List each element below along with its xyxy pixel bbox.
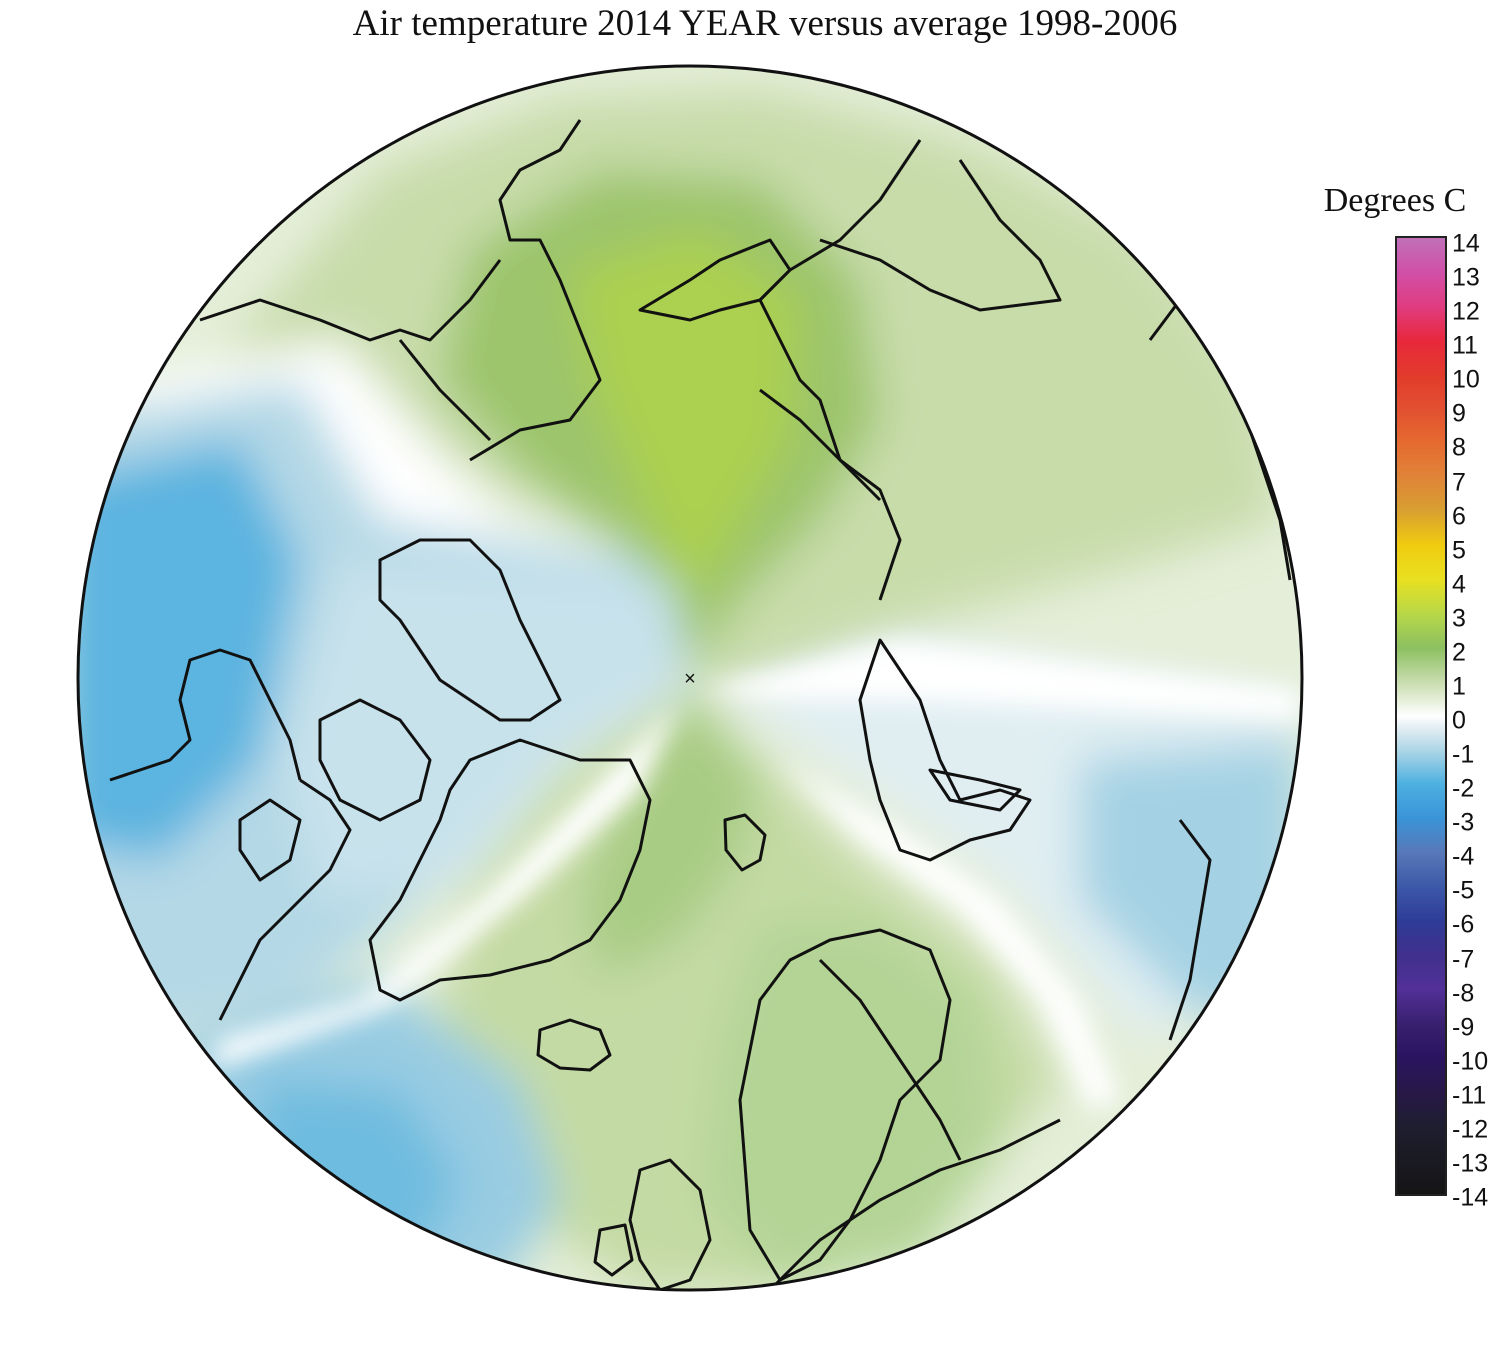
- legend-tick-label: 12: [1452, 297, 1480, 326]
- coast-ireland: [593, 1223, 634, 1277]
- warm-region-greenland-sea: [580, 690, 760, 980]
- legend-tick-label: 13: [1452, 263, 1480, 292]
- border-alaska-canada: [398, 339, 492, 442]
- legend-tick-label: -10: [1452, 1047, 1489, 1076]
- legend-tick-label: -9: [1452, 1013, 1475, 1042]
- legend-tick-label: 4: [1452, 570, 1466, 599]
- cool-core-alaska: [78, 440, 300, 860]
- coast-scandinavia: [738, 928, 952, 1282]
- legend-tick-label: -12: [1452, 1115, 1489, 1144]
- warm-core-siberia: [570, 230, 800, 600]
- legend-tick-label: -2: [1452, 774, 1475, 803]
- legend-tick-label: 14: [1452, 229, 1480, 258]
- legend-tick-label: -1: [1452, 740, 1475, 769]
- cool-region-canada-archipelago: [280, 560, 690, 900]
- legend-tick-label: -6: [1452, 910, 1475, 939]
- coast-british-isles: [628, 1158, 712, 1290]
- page-title: Air temperature 2014 YEAR versus average…: [352, 3, 1178, 44]
- coast-canada-mainland: [218, 778, 352, 1021]
- zero-band-atlantic: [210, 700, 680, 1070]
- coast-svalbard: [723, 813, 767, 872]
- legend-tick-label: -11: [1452, 1081, 1487, 1110]
- legend-tick-label: -4: [1452, 842, 1475, 871]
- legend-tick-label: 10: [1452, 365, 1480, 394]
- zero-band-eurasia: [700, 640, 1300, 720]
- legend-tick-label: 6: [1452, 502, 1466, 531]
- legend-tick-label: 9: [1452, 399, 1466, 428]
- legend-tick-label: 11: [1452, 331, 1478, 360]
- temperature-anomaly-field: [78, 66, 1302, 1290]
- zero-band-ural: [780, 760, 1120, 1110]
- border-russia-china: [759, 388, 882, 502]
- coast-siberia: [758, 139, 922, 601]
- coast-russia-arctic: [858, 638, 1032, 862]
- coast-canadian-archipelago: [378, 538, 562, 722]
- coast-europe-mainland: [768, 1118, 1061, 1290]
- coast-alaska: [109, 648, 302, 782]
- coast-east-asia: [819, 159, 1062, 312]
- coast-baffin-island: [318, 698, 432, 822]
- coast-east-siberia: [469, 119, 602, 462]
- coast-taymyr: [638, 238, 792, 322]
- coast-caspian: [1168, 819, 1212, 1041]
- legend-tick-label: -8: [1452, 979, 1475, 1008]
- legend-tick-label: 5: [1452, 536, 1466, 565]
- legend-ticks: 14 13 12 11 10 9 8 7 6 5 4 3 2 1 0 -1 -2 -3 -4 -5 -6 -7 -8 -9 -1…: [1452, 0, 1500, 1360]
- legend-tick-label: -5: [1452, 876, 1475, 905]
- border-russia-europe: [818, 958, 962, 1161]
- legend-tick-label: 1: [1452, 672, 1466, 701]
- legend-tick-label: 0: [1452, 706, 1466, 735]
- map-disc-outline: [76, 64, 1304, 1292]
- coast-novaya-zemlya: [928, 768, 1022, 812]
- legend-tick-label: 8: [1452, 433, 1466, 462]
- north-pole-marker: ×: [684, 668, 696, 690]
- legend-tick-label: 3: [1452, 604, 1466, 633]
- legend-tick-label: 7: [1452, 468, 1466, 496]
- coast-chukotka: [199, 259, 502, 342]
- legend-title: Degrees C: [1323, 182, 1467, 219]
- legend-color-bar: [1395, 236, 1447, 1196]
- legend-tick-label: 2: [1452, 638, 1466, 667]
- coast-iceland: [536, 1018, 612, 1072]
- legend-tick-label: -3: [1452, 808, 1475, 837]
- coast-hudson-bay: [238, 798, 302, 882]
- legend-tick-label: -14: [1452, 1183, 1489, 1212]
- coast-greenland: [368, 738, 652, 1002]
- warm-region-scandinavia: [700, 920, 1000, 1280]
- legend-tick-label: -13: [1452, 1149, 1489, 1178]
- legend-tick-label: -7: [1452, 945, 1475, 973]
